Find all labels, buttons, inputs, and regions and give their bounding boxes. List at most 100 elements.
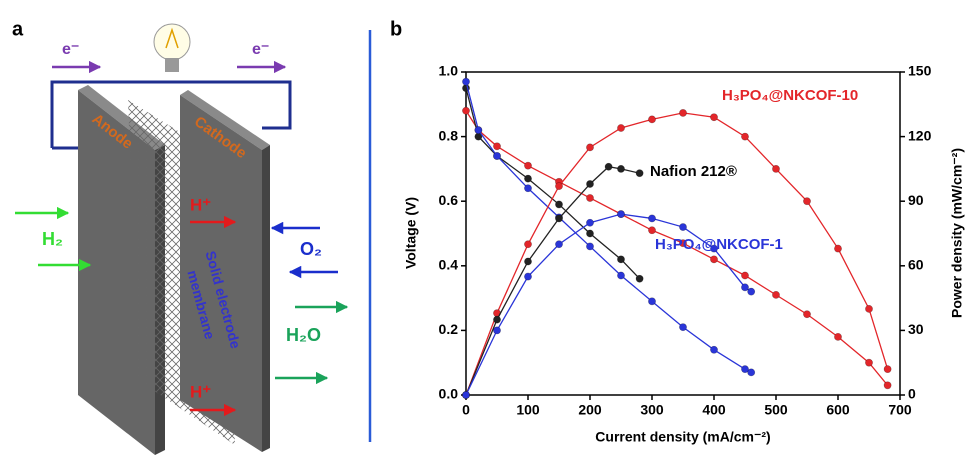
data-point [648, 214, 656, 223]
data-point [586, 218, 594, 227]
data-point [586, 242, 594, 251]
data-point [524, 257, 532, 266]
wire [50, 80, 292, 148]
data-point [586, 143, 594, 152]
data-point [710, 255, 718, 264]
proton-label: H⁺ [190, 195, 211, 214]
series-line [465, 110, 889, 386]
data-point [586, 194, 594, 202]
data-point [555, 240, 563, 249]
x-tick-label: 100 [516, 402, 540, 418]
y2-axis-label: Power density (mW/cm⁻²) [949, 148, 965, 318]
data-point [524, 240, 532, 249]
cathode-top [180, 90, 270, 150]
data-point [617, 255, 625, 264]
data-point [635, 169, 644, 178]
data-point [555, 182, 563, 191]
y-tick-label: 0.6 [439, 192, 459, 208]
x-tick-label: 400 [702, 402, 726, 418]
data-point [803, 197, 811, 206]
data-point [493, 326, 501, 335]
x-tick-label: 0 [462, 402, 470, 418]
data-point [493, 142, 501, 151]
data-point [617, 271, 625, 280]
data-point [617, 124, 625, 132]
series-label: H₃PO₄@NKCOF-10 [722, 87, 858, 104]
data-point [524, 272, 532, 281]
filament [165, 27, 179, 49]
series-label: Nafion 212® [650, 163, 737, 180]
x-tick-label: 600 [826, 402, 850, 418]
y-tick-label: 0.8 [439, 127, 459, 143]
plot-frame [465, 71, 901, 396]
electron-label: e⁻ [252, 41, 269, 58]
y2-tick-label: 90 [908, 192, 924, 208]
data-point [747, 287, 756, 296]
electron-label: e⁻ [62, 41, 79, 58]
water-label: H₂O [286, 325, 321, 345]
data-point [617, 164, 625, 173]
arrows [15, 60, 349, 417]
y-tick-label: 1.0 [439, 63, 459, 79]
series-label: H₃PO₄@NKCOF-1 [655, 236, 783, 253]
data-point [803, 310, 811, 319]
data-point [555, 200, 563, 209]
data-point [474, 126, 483, 135]
data-point [747, 368, 756, 377]
data-point [679, 109, 687, 117]
x-axis-label: Current density (mA/cm⁻²) [595, 429, 770, 445]
data-point [586, 229, 594, 238]
data-point [741, 271, 749, 280]
data-point [834, 244, 842, 253]
x-tick-label: 200 [578, 402, 602, 418]
cathode-edge [262, 145, 270, 452]
data-point [741, 283, 749, 292]
y-tick-label: 0.4 [439, 257, 459, 273]
cathode-plate [180, 95, 262, 452]
y2-tick-label: 120 [908, 127, 932, 143]
y2-tick-label: 150 [908, 63, 932, 79]
data-point [648, 297, 656, 306]
data-point [679, 323, 687, 332]
y-tick-label: 0.2 [439, 321, 459, 337]
data-point [462, 77, 470, 86]
data-point [679, 239, 687, 248]
data-point [462, 106, 470, 115]
data-point [586, 180, 594, 188]
data-point [493, 152, 501, 160]
data-point [865, 358, 873, 367]
panel-label: b [390, 18, 402, 40]
data-point [710, 244, 718, 253]
data-point [741, 365, 749, 374]
data-point [524, 174, 532, 183]
data-point [710, 345, 718, 354]
data-point [555, 214, 563, 223]
x-tick-label: 300 [640, 402, 664, 418]
data-point [772, 290, 780, 299]
data-point [493, 315, 501, 324]
data-point [679, 223, 687, 231]
x-tick-label: 500 [764, 402, 788, 418]
data-point [604, 162, 613, 171]
data-point [462, 391, 470, 399]
oxygen-label: O₂ [300, 239, 322, 259]
hydrogen-label: H₂ [42, 229, 63, 249]
data-point [741, 132, 749, 141]
series-line [465, 166, 640, 396]
panel-label: a [12, 18, 24, 40]
x-tick-label: 700 [888, 402, 912, 418]
series-line [465, 112, 889, 396]
data-point [635, 274, 644, 283]
proton-label: H⁺ [190, 382, 211, 401]
data-point [865, 304, 873, 313]
series-line [465, 87, 641, 280]
y2-tick-label: 0 [908, 386, 916, 402]
data-point [524, 184, 532, 193]
data-point [883, 365, 892, 374]
y2-tick-label: 30 [908, 321, 924, 337]
data-point [648, 115, 656, 124]
y2-tick-label: 60 [908, 257, 924, 273]
data-point [524, 161, 532, 170]
data-point [617, 210, 625, 219]
